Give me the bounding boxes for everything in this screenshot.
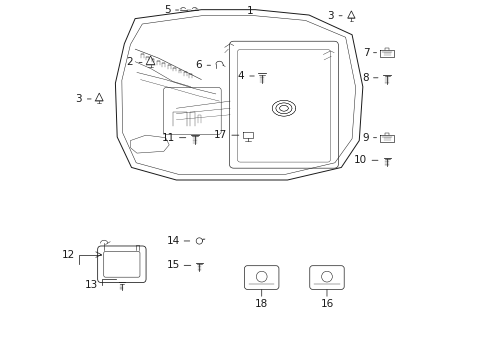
Text: 13: 13 (85, 280, 99, 290)
Text: 9: 9 (362, 133, 368, 143)
Text: 8: 8 (362, 73, 368, 83)
Text: 12: 12 (62, 249, 75, 260)
Text: 6: 6 (195, 60, 202, 70)
Text: 15: 15 (166, 260, 180, 270)
Text: 2: 2 (126, 57, 133, 67)
Text: 7: 7 (362, 48, 368, 58)
Text: 3: 3 (327, 11, 333, 21)
Text: 11: 11 (161, 133, 174, 143)
Text: 1: 1 (246, 6, 253, 17)
Text: 10: 10 (353, 155, 366, 165)
Text: 18: 18 (255, 299, 268, 309)
Text: 17: 17 (214, 130, 227, 140)
Text: 3: 3 (75, 94, 82, 104)
Text: 14: 14 (166, 236, 180, 246)
Text: 5: 5 (164, 5, 171, 15)
Text: 16: 16 (320, 299, 333, 309)
Text: 4: 4 (237, 71, 244, 81)
